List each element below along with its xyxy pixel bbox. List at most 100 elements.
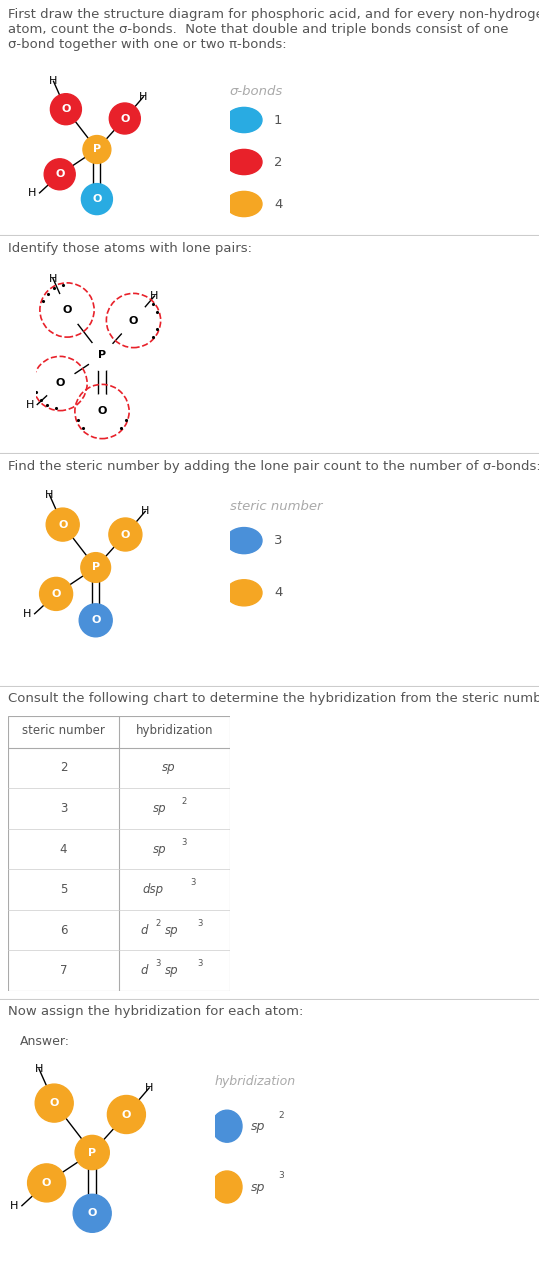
Text: O: O — [92, 194, 101, 204]
Text: steric number: steric number — [230, 500, 322, 513]
Text: O: O — [55, 169, 64, 179]
Text: 3: 3 — [191, 879, 196, 888]
Circle shape — [86, 340, 118, 371]
Circle shape — [83, 136, 111, 164]
Text: H: H — [139, 91, 148, 102]
Text: O: O — [98, 406, 107, 417]
Text: 3: 3 — [198, 918, 203, 928]
Text: sp: sp — [164, 923, 178, 937]
Text: O: O — [56, 378, 65, 389]
Text: 4: 4 — [274, 198, 282, 211]
Text: H: H — [10, 1200, 18, 1210]
Text: 3: 3 — [182, 838, 187, 847]
Text: 3: 3 — [156, 959, 161, 968]
Circle shape — [109, 103, 140, 135]
Text: 2: 2 — [156, 918, 161, 928]
Text: 2: 2 — [60, 762, 67, 775]
Text: O: O — [129, 315, 138, 325]
Text: H: H — [49, 76, 58, 86]
Text: sp: sp — [251, 1120, 265, 1133]
Circle shape — [27, 1163, 66, 1201]
Text: 4: 4 — [60, 842, 67, 856]
Text: H: H — [45, 490, 54, 500]
Circle shape — [226, 192, 262, 217]
Circle shape — [81, 552, 110, 583]
Text: 2: 2 — [182, 798, 187, 806]
Text: H: H — [141, 507, 149, 517]
Text: H: H — [150, 291, 158, 301]
Text: 6: 6 — [60, 923, 67, 937]
Text: O: O — [50, 1099, 59, 1109]
Circle shape — [107, 1096, 146, 1134]
Text: 5: 5 — [60, 883, 67, 897]
Circle shape — [75, 1135, 109, 1170]
Circle shape — [109, 518, 142, 551]
Circle shape — [51, 94, 81, 124]
Text: O: O — [58, 519, 67, 530]
Text: H: H — [145, 1083, 154, 1093]
Circle shape — [39, 578, 73, 611]
Circle shape — [212, 1171, 242, 1203]
Circle shape — [50, 292, 85, 328]
Circle shape — [226, 579, 262, 606]
Text: H: H — [28, 188, 37, 198]
Circle shape — [226, 527, 262, 554]
Text: 3: 3 — [274, 535, 282, 547]
Text: d: d — [140, 923, 148, 937]
Circle shape — [81, 184, 113, 215]
Circle shape — [46, 508, 79, 541]
Text: Identify those atoms with lone pairs:: Identify those atoms with lone pairs: — [8, 243, 252, 255]
Text: 2: 2 — [274, 155, 282, 169]
Circle shape — [79, 603, 112, 636]
Circle shape — [44, 159, 75, 189]
FancyBboxPatch shape — [8, 716, 230, 991]
Text: O: O — [120, 113, 129, 123]
Text: 2: 2 — [278, 1110, 284, 1119]
Text: O: O — [42, 1177, 51, 1187]
Text: 4: 4 — [274, 587, 282, 599]
Text: O: O — [91, 615, 100, 625]
Circle shape — [73, 1194, 111, 1232]
Text: steric number: steric number — [22, 724, 105, 737]
Text: P: P — [98, 351, 106, 361]
Text: P: P — [88, 1148, 96, 1157]
Circle shape — [35, 1085, 73, 1123]
Text: sp: sp — [162, 762, 176, 775]
Text: sp: sp — [153, 842, 167, 856]
Circle shape — [116, 304, 151, 338]
Circle shape — [226, 108, 262, 132]
Text: sp: sp — [164, 964, 178, 977]
Circle shape — [212, 1110, 242, 1142]
Text: Consult the following chart to determine the hybridization from the steric numbe: Consult the following chart to determine… — [8, 692, 539, 705]
Text: P: P — [93, 145, 101, 155]
Text: 1: 1 — [274, 113, 282, 127]
Text: hybridization: hybridization — [136, 724, 213, 737]
Circle shape — [43, 366, 78, 401]
Text: 3: 3 — [60, 801, 67, 815]
Text: H: H — [23, 608, 31, 618]
Circle shape — [226, 150, 262, 174]
Text: Answer:: Answer: — [20, 1035, 71, 1048]
Text: P: P — [92, 563, 100, 573]
Text: O: O — [61, 104, 71, 114]
Text: Now assign the hybridization for each atom:: Now assign the hybridization for each at… — [8, 1005, 303, 1019]
Text: O: O — [121, 530, 130, 540]
Text: H: H — [35, 1064, 43, 1074]
Text: H: H — [49, 273, 57, 283]
Text: 3: 3 — [198, 959, 203, 968]
Text: d: d — [140, 964, 148, 977]
Text: First draw the structure diagram for phosphoric acid, and for every non-hydrogen: First draw the structure diagram for pho… — [8, 8, 539, 51]
Text: sp: sp — [251, 1181, 265, 1194]
Text: sp: sp — [153, 801, 167, 815]
Text: 7: 7 — [60, 964, 67, 977]
Text: O: O — [122, 1110, 131, 1119]
Text: dsp: dsp — [143, 883, 164, 897]
Text: Find the steric number by adding the lone pair count to the number of σ-bonds:: Find the steric number by adding the lon… — [8, 460, 539, 472]
Text: 3: 3 — [278, 1171, 284, 1180]
Text: O: O — [63, 305, 72, 315]
Circle shape — [85, 394, 120, 429]
Text: O: O — [87, 1208, 97, 1218]
Text: O: O — [51, 589, 61, 599]
Text: σ-bonds: σ-bonds — [230, 85, 284, 98]
Text: hybridization: hybridization — [215, 1074, 296, 1088]
